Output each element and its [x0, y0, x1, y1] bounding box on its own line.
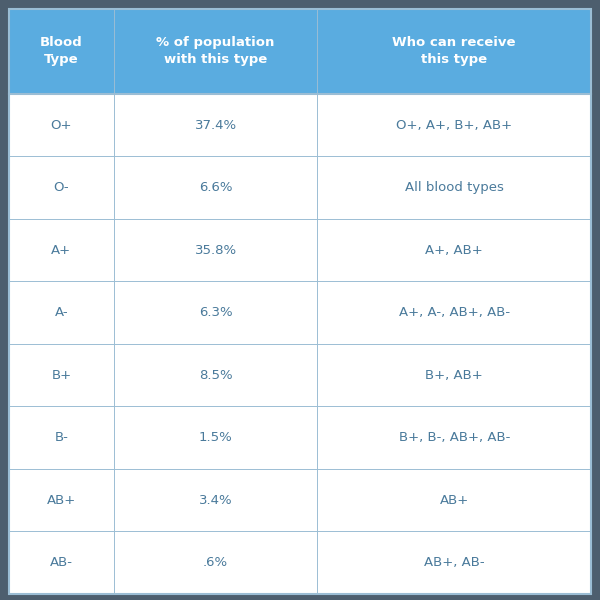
Bar: [9, 469, 591, 532]
Text: O+, A+, B+, AB+: O+, A+, B+, AB+: [396, 119, 512, 131]
Text: 37.4%: 37.4%: [194, 119, 236, 131]
Text: 35.8%: 35.8%: [194, 244, 236, 257]
Text: Blood
Type: Blood Type: [40, 37, 83, 67]
Text: All blood types: All blood types: [405, 181, 503, 194]
Text: A-: A-: [55, 306, 68, 319]
Text: AB-: AB-: [50, 556, 73, 569]
Text: AB+: AB+: [47, 494, 76, 507]
Bar: [9, 406, 591, 469]
Bar: [9, 344, 591, 406]
Bar: [9, 94, 591, 157]
Text: B+, B-, AB+, AB-: B+, B-, AB+, AB-: [398, 431, 510, 444]
Bar: [9, 281, 591, 344]
Text: 6.6%: 6.6%: [199, 181, 232, 194]
Bar: [9, 157, 591, 219]
Text: 1.5%: 1.5%: [199, 431, 232, 444]
Text: 6.3%: 6.3%: [199, 306, 232, 319]
Text: 3.4%: 3.4%: [199, 494, 232, 507]
Text: O-: O-: [53, 181, 69, 194]
Text: Who can receive
this type: Who can receive this type: [392, 37, 516, 67]
Text: O+: O+: [50, 119, 72, 131]
Text: B+: B+: [52, 368, 71, 382]
Text: B-: B-: [55, 431, 68, 444]
Text: AB+, AB-: AB+, AB-: [424, 556, 485, 569]
Bar: [9, 9, 591, 94]
Text: A+, AB+: A+, AB+: [425, 244, 483, 257]
Text: B+, AB+: B+, AB+: [425, 368, 483, 382]
Text: A+, A-, AB+, AB-: A+, A-, AB+, AB-: [398, 306, 510, 319]
Text: A+: A+: [52, 244, 71, 257]
Text: % of population
with this type: % of population with this type: [157, 37, 275, 67]
Bar: [9, 532, 591, 594]
Text: .6%: .6%: [203, 556, 228, 569]
Text: 8.5%: 8.5%: [199, 368, 232, 382]
Text: AB+: AB+: [440, 494, 469, 507]
Bar: [9, 219, 591, 281]
